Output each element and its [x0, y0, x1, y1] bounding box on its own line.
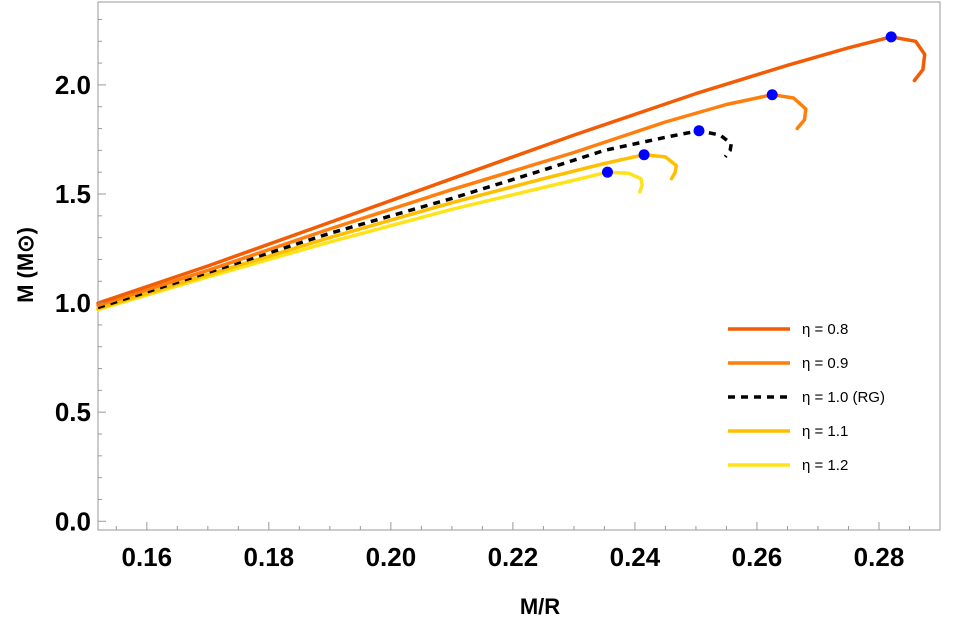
max-point-marker	[601, 166, 613, 178]
series-line	[96, 35, 927, 305]
series-line	[96, 152, 679, 311]
y-tick-label: 2.0	[55, 70, 91, 100]
x-tick-label: 0.24	[610, 542, 661, 572]
y-axis-ticks: 0.0 0.5 1.0 1.5 2.0	[55, 18, 106, 536]
legend-label: η = 1.0 (RG)	[802, 389, 885, 406]
curves	[96, 35, 927, 312]
max-point-marker	[638, 149, 650, 161]
y-tick-label: 0.0	[55, 506, 91, 536]
legend-label: η = 0.9	[802, 355, 848, 372]
max-point-marker	[766, 89, 778, 101]
x-tick-label: 0.28	[854, 542, 905, 572]
legend-label: η = 0.8	[802, 321, 848, 338]
legend: η = 0.8 η = 0.9 η = 1.0 (RG) η = 1.1 η = 1.2	[728, 321, 885, 474]
max-point-marker	[885, 31, 897, 43]
series-line	[96, 170, 644, 312]
x-axis-title: M/R	[520, 594, 560, 619]
x-tick-label: 0.22	[488, 542, 539, 572]
plot-frame	[97, 1, 941, 531]
series-line	[97, 128, 734, 310]
x-tick-label: 0.18	[244, 542, 295, 572]
x-tick-label: 0.26	[732, 542, 783, 572]
y-tick-label: 1.5	[55, 179, 91, 209]
plot-border	[97, 1, 941, 531]
x-tick-label: 0.20	[366, 542, 417, 572]
series-line	[96, 92, 808, 308]
x-tick-label: 0.16	[122, 542, 173, 572]
max-point-marker	[693, 125, 705, 137]
y-tick-label: 0.5	[55, 397, 91, 427]
y-tick-label: 1.0	[55, 288, 91, 318]
y-axis-title: M (M⊙)	[13, 227, 38, 303]
legend-label: η = 1.2	[802, 457, 848, 474]
max-mass-markers	[601, 31, 897, 178]
x-axis-ticks: 0.16 0.18 0.20 0.22 0.24 0.26 0.28	[115, 522, 910, 572]
legend-label: η = 1.1	[802, 423, 848, 440]
